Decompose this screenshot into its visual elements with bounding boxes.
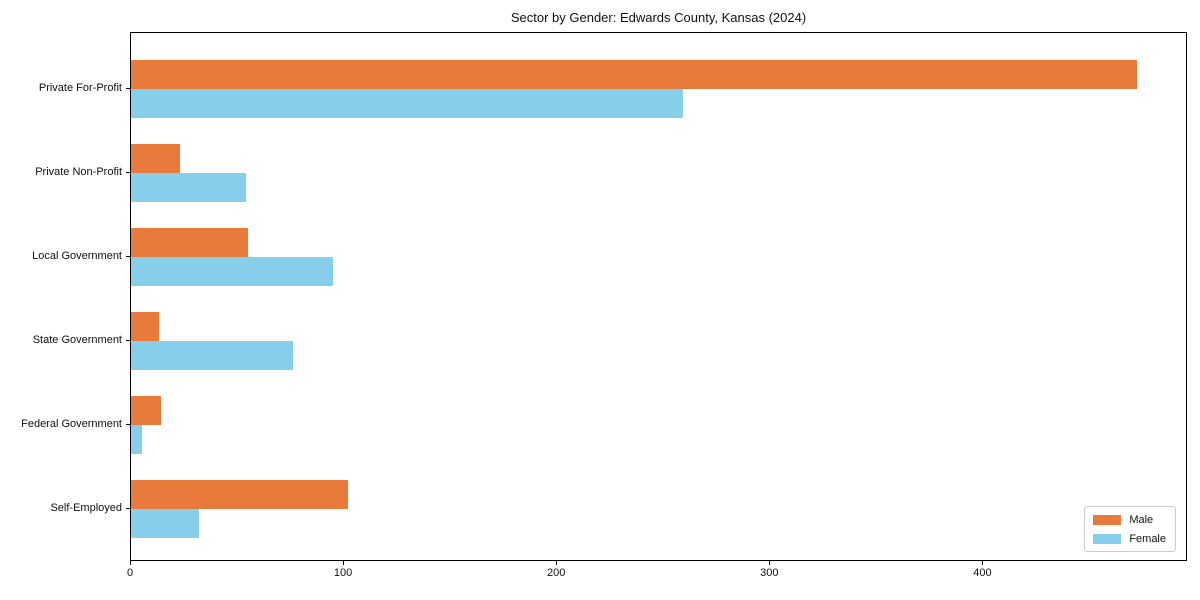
legend-item-male: Male [1093,513,1166,526]
bar-female-4 [131,341,293,370]
bar-female-5 [131,425,142,454]
bar-female-3 [131,257,334,286]
y-tick-label: Private For-Profit [38,82,122,94]
bar-male-6 [131,480,349,509]
y-tick-label: State Government [32,334,122,346]
x-tick-label: 400 [973,567,992,579]
bar-female-1 [131,89,683,118]
male-series-swatch [1093,514,1122,525]
y-tick-mark [126,340,130,341]
bar-male-3 [131,228,249,257]
y-tick-label: Federal Government [21,418,122,430]
y-tick-mark [126,256,130,257]
bar-male-4 [131,312,159,341]
x-tick-label: 0 [126,567,134,579]
legend-label-male: Male [1129,513,1154,526]
y-tick-mark [126,424,130,425]
chart-title: Sector by Gender: Edwards County, Kansas… [510,10,807,25]
x-tick-mark [982,561,984,565]
bar-female-2 [131,173,247,202]
y-tick-mark [126,172,130,173]
y-tick-label: Self-Employed [50,502,122,514]
legend-item-female: Female [1093,532,1166,545]
x-tick-mark [343,561,345,565]
y-tick-mark [126,88,130,89]
y-tick-label: Local Government [32,250,122,262]
x-tick-mark [556,561,558,565]
bar-female-6 [131,509,200,538]
bar-male-1 [131,60,1137,89]
x-tick-label: 200 [547,567,566,579]
bar-male-2 [131,144,180,173]
x-tick-label: 100 [333,567,353,579]
female-series-swatch [1093,533,1122,544]
y-tick-mark [126,508,130,509]
x-tick-mark [130,561,131,565]
legend: Male Female [1084,506,1176,552]
plot-area: Male Female [130,32,1187,561]
y-tick-label: Private Non-Profit [35,166,122,178]
bar-male-5 [131,396,161,425]
x-tick-mark [769,561,771,565]
legend-label-female: Female [1129,532,1166,545]
x-tick-label: 300 [760,567,779,579]
